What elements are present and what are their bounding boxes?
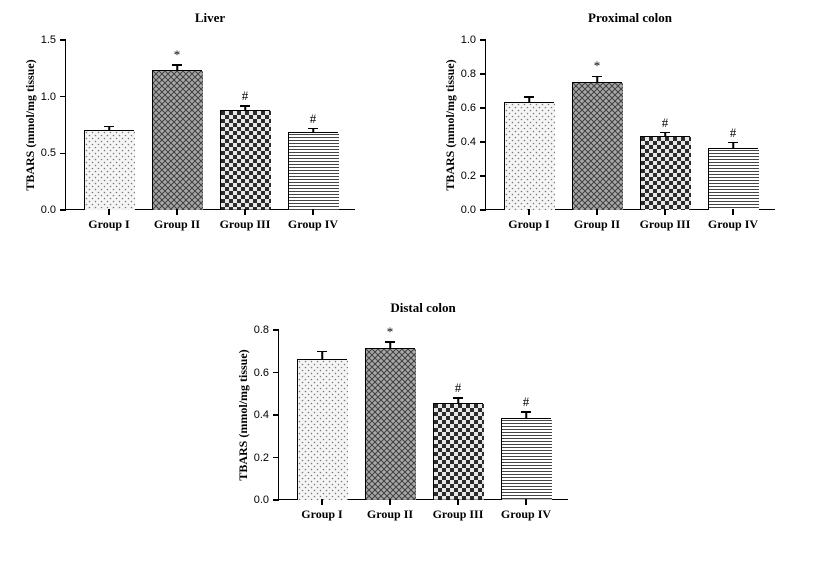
- distal-annot-2: *: [387, 324, 394, 340]
- distal-plot: 0.00.20.40.60.8Group I*Group II#Group II…: [278, 330, 568, 500]
- proximal-xtick-label-3: Group III: [640, 209, 691, 232]
- distal-errbar-1: [321, 351, 323, 358]
- liver-ytick-label: 0.5: [41, 147, 66, 159]
- liver-bar-rect-1: [84, 130, 134, 209]
- liver-bar-rect-2: [152, 70, 202, 209]
- distal-bar-rect-2: [365, 348, 415, 499]
- proximal-errbar-4: [732, 143, 734, 148]
- liver-annot-3: #: [242, 88, 249, 104]
- distal-xtick-label-4: Group IV: [501, 499, 551, 522]
- liver-annot-4: #: [310, 111, 317, 127]
- proximal-ytick-label: 0.8: [461, 68, 486, 80]
- distal-bar-3: #: [433, 329, 483, 499]
- liver-ylabel: TBARS (mmol/mg tissue): [23, 59, 38, 190]
- proximal-ylabel: TBARS (mmol/mg tissue): [443, 59, 458, 190]
- proximal-errcap-3: [660, 132, 670, 134]
- distal-bar-1: [297, 329, 347, 499]
- distal-ytick-label: 0.8: [254, 324, 279, 336]
- distal-errcap-2: [385, 341, 395, 343]
- liver-xtick-label-2: Group II: [154, 209, 200, 232]
- proximal-plot: 0.00.20.40.60.81.0Group I*Group II#Group…: [485, 40, 775, 210]
- liver-ytick-label: 1.0: [41, 91, 66, 103]
- proximal-xtick-label-1: Group I: [508, 209, 549, 232]
- distal-errcap-1: [317, 351, 327, 353]
- liver-annot-2: *: [174, 47, 181, 63]
- liver-bar-rect-3: [220, 110, 270, 209]
- liver-bar-3: #: [220, 39, 270, 209]
- proximal-annot-2: *: [594, 58, 601, 74]
- liver-errcap-4: [308, 128, 318, 130]
- distal-annot-3: #: [455, 380, 462, 396]
- proximal-bar-1: [504, 39, 554, 209]
- proximal-bar-rect-2: [572, 82, 622, 210]
- proximal-annot-3: #: [662, 115, 669, 131]
- liver-ytick-label: 0.0: [41, 204, 66, 216]
- distal-ytick-label: 0.0: [254, 494, 279, 506]
- proximal-ytick-label: 0.2: [461, 170, 486, 182]
- proximal-annot-4: #: [730, 125, 737, 141]
- distal-bar-rect-3: [433, 403, 483, 499]
- distal-ytick-label: 0.4: [254, 409, 279, 421]
- proximal-errbar-2: [596, 76, 598, 81]
- distal-bar-2: *: [365, 329, 415, 499]
- distal-annot-4: #: [523, 394, 530, 410]
- proximal-xtick-label-4: Group IV: [708, 209, 758, 232]
- proximal-bar-rect-4: [708, 148, 758, 209]
- liver-title: Liver: [40, 10, 380, 26]
- proximal-ytick-label: 0.6: [461, 102, 486, 114]
- distal-errbar-2: [389, 342, 391, 348]
- liver-bar-4: #: [288, 39, 338, 209]
- proximal-errcap-1: [524, 96, 534, 98]
- distal-xtick-label-2: Group II: [367, 499, 413, 522]
- distal-errcap-3: [453, 397, 463, 399]
- liver-xtick-label-3: Group III: [220, 209, 271, 232]
- distal-bar-4: #: [501, 329, 551, 499]
- distal-xtick-label-1: Group I: [301, 499, 342, 522]
- proximal-bar-4: #: [708, 39, 758, 209]
- distal-errbar-3: [457, 398, 459, 403]
- liver-plot: 0.00.51.01.5Group I*Group II#Group III#G…: [65, 40, 355, 210]
- liver-errcap-3: [240, 105, 250, 107]
- proximal-title: Proximal colon: [460, 10, 800, 26]
- distal-ytick-label: 0.2: [254, 452, 279, 464]
- proximal-ytick-label: 1.0: [461, 34, 486, 46]
- proximal-bar-2: *: [572, 39, 622, 209]
- liver-xtick-label-4: Group IV: [288, 209, 338, 232]
- liver-errcap-1: [104, 126, 114, 128]
- proximal-bar-rect-1: [504, 102, 554, 209]
- distal-bar-rect-4: [501, 418, 551, 499]
- distal-bar-rect-1: [297, 359, 347, 499]
- proximal-errcap-2: [592, 76, 602, 78]
- proximal-bar-3: #: [640, 39, 690, 209]
- liver-ytick-label: 1.5: [41, 34, 66, 46]
- distal-errcap-4: [521, 411, 531, 413]
- proximal-ytick-label: 0.0: [461, 204, 486, 216]
- distal-ylabel: TBARS (mmol/mg tissue): [236, 349, 251, 480]
- distal-ytick-label: 0.6: [254, 367, 279, 379]
- liver-bar-1: [84, 39, 134, 209]
- proximal-bar-rect-3: [640, 136, 690, 209]
- distal-title: Distal colon: [253, 300, 593, 316]
- liver-bar-2: *: [152, 39, 202, 209]
- distal-xtick-label-3: Group III: [433, 499, 484, 522]
- distal-errbar-4: [525, 412, 527, 418]
- proximal-errbar-1: [528, 97, 530, 102]
- liver-errcap-2: [172, 64, 182, 66]
- liver-bar-rect-4: [288, 132, 338, 209]
- liver-xtick-label-1: Group I: [88, 209, 129, 232]
- proximal-errcap-4: [728, 142, 738, 144]
- proximal-xtick-label-2: Group II: [574, 209, 620, 232]
- proximal-ytick-label: 0.4: [461, 136, 486, 148]
